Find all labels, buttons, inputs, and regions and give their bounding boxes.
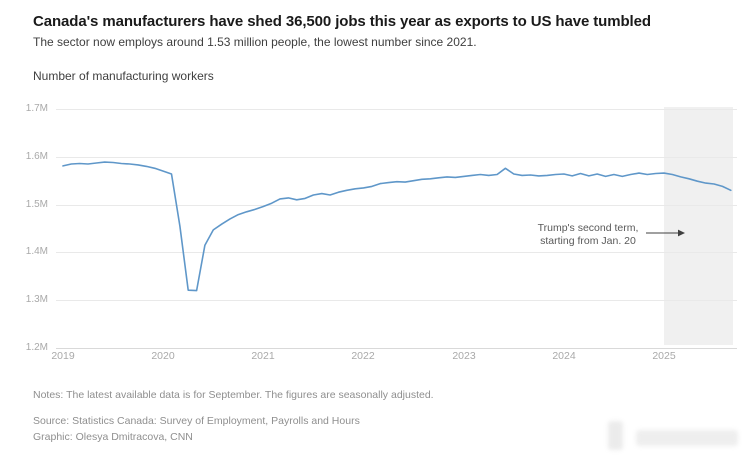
watermark-icon bbox=[608, 421, 623, 450]
x-axis-tick: 2024 bbox=[552, 350, 576, 362]
x-axis-tick: 2019 bbox=[51, 350, 75, 362]
annotation-line-2: starting from Jan. 20 bbox=[540, 235, 636, 247]
x-axis-line bbox=[56, 348, 737, 349]
watermark bbox=[602, 419, 742, 453]
x-axis-tick: 2025 bbox=[652, 350, 676, 362]
watermark-text-blur bbox=[636, 430, 738, 446]
chart-title: Number of manufacturing workers bbox=[33, 69, 214, 83]
annotation-trump-term: Trump's second term, starting from Jan. … bbox=[532, 222, 644, 248]
chart-notes: Notes: The latest available data is for … bbox=[33, 389, 434, 401]
x-axis-tick: 2020 bbox=[151, 350, 175, 362]
gridline bbox=[56, 109, 737, 110]
x-axis-tick: 2023 bbox=[452, 350, 476, 362]
chart-source: Source: Statistics Canada: Survey of Emp… bbox=[33, 415, 360, 427]
page-subtitle: The sector now employs around 1.53 milli… bbox=[33, 35, 477, 49]
gridline bbox=[56, 300, 737, 301]
gridline bbox=[56, 252, 737, 253]
projection-shaded-region bbox=[664, 107, 733, 345]
annotation-line-1: Trump's second term, bbox=[537, 222, 639, 234]
x-axis-tick: 2022 bbox=[351, 350, 375, 362]
y-axis-tick: 1.4M bbox=[25, 246, 48, 257]
y-axis-tick: 1.6M bbox=[25, 151, 48, 162]
gridline bbox=[56, 205, 737, 206]
y-axis-tick: 1.7M bbox=[25, 103, 48, 114]
chart-credit: Graphic: Olesya Dmitracova, CNN bbox=[33, 431, 193, 443]
y-axis-tick: 1.5M bbox=[25, 199, 48, 210]
page-title: Canada's manufacturers have shed 36,500 … bbox=[33, 13, 651, 30]
x-axis-tick: 2021 bbox=[251, 350, 275, 362]
y-axis-tick: 1.2M bbox=[25, 342, 48, 353]
gridline bbox=[56, 157, 737, 158]
y-axis-tick: 1.3M bbox=[25, 294, 48, 305]
